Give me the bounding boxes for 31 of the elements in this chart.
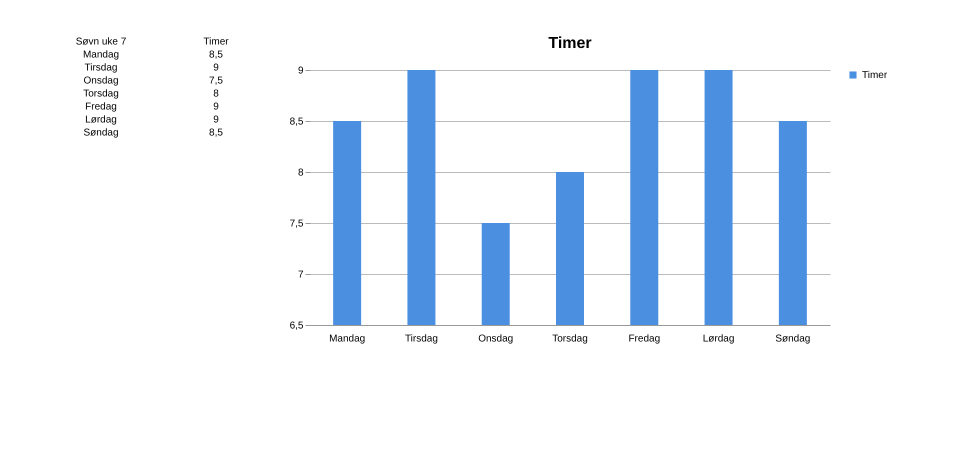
- text: 9: [213, 62, 220, 74]
- y-tick-label: 8: [298, 168, 304, 178]
- x-tick-label: Onsdag: [478, 334, 514, 344]
- text: 9: [213, 102, 220, 112]
- legend-label: Timer: [862, 70, 888, 81]
- text: 7,5: [209, 76, 224, 86]
- x-tick-label: Torsdag: [552, 334, 588, 344]
- text: 9: [213, 114, 220, 126]
- chart-title: Timer: [548, 35, 592, 52]
- text: Søndag: [83, 128, 119, 138]
- text: Lørdag: [85, 114, 117, 126]
- text: 8: [213, 88, 220, 100]
- x-tick-label: Lørdag: [702, 334, 734, 344]
- x-tick-label: Tirsdag: [404, 334, 438, 344]
- text: Onsdag: [83, 76, 119, 86]
- text: Fredag: [85, 102, 117, 112]
- x-tick-label: Fredag: [628, 334, 660, 344]
- y-tick-label: 7,5: [290, 218, 304, 230]
- x-tick-label: Mandag: [329, 334, 366, 344]
- y-tick-label: 6,5: [290, 320, 304, 332]
- y-tick-label: 8,5: [290, 116, 304, 128]
- text: Timer: [203, 36, 230, 48]
- text: 8,5: [209, 128, 224, 138]
- y-tick-label: 7: [298, 270, 304, 280]
- y-tick-label: 9: [298, 66, 304, 76]
- text: Tirsdag: [84, 62, 118, 74]
- x-tick-label: Søndag: [775, 334, 810, 344]
- text: Mandag: [82, 50, 120, 60]
- text: Søvn uke 7: [76, 36, 127, 48]
- text: 8,5: [209, 50, 224, 60]
- text: Torsdag: [83, 88, 119, 100]
